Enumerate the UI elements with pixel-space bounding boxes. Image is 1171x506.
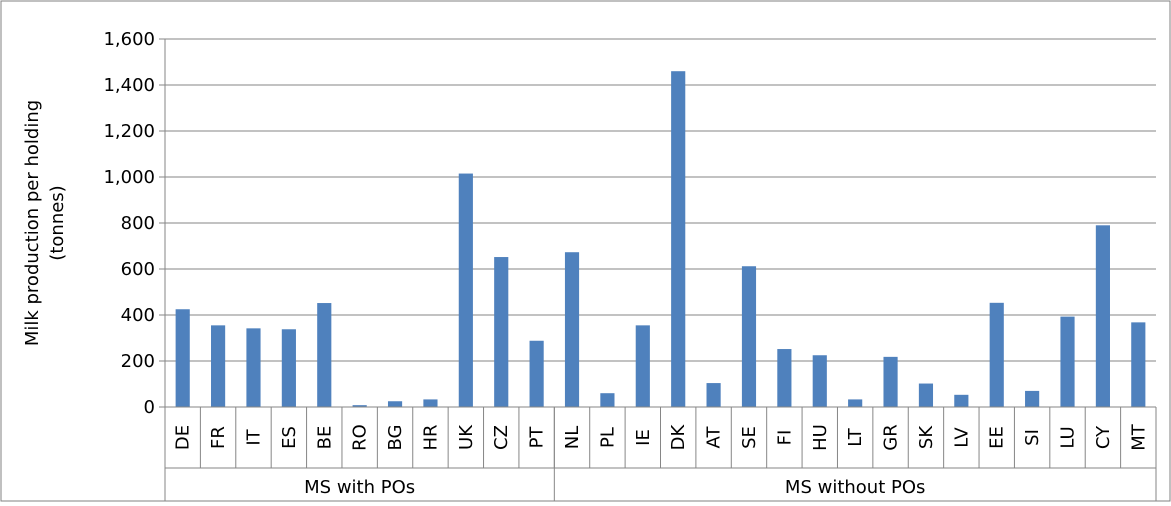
bar (246, 328, 261, 407)
bar (564, 252, 580, 407)
bar (1095, 225, 1110, 407)
x-tick-label: FR (208, 426, 229, 449)
bar (458, 173, 473, 407)
group-label: MS without POs (785, 477, 925, 498)
x-tick-label: UK (456, 424, 477, 450)
x-tick-label: AT (704, 426, 725, 449)
x-tick-label: IE (633, 429, 654, 446)
axes: 0 200 400 600 800 1,000 1,200 1,400 1,600 DE FR IT E… (103, 29, 1157, 501)
y-tick-label: 600 (121, 259, 155, 280)
x-tick-label: ES (279, 426, 300, 449)
x-tick-label: HR (420, 424, 441, 450)
x-tick-label: LV (951, 427, 972, 448)
bar (848, 399, 863, 407)
x-tick-label: MT (1128, 423, 1149, 451)
bar (352, 405, 367, 407)
y-tick-label: 200 (121, 351, 155, 372)
y-tick-label: 1,200 (103, 121, 155, 142)
bar (1025, 390, 1040, 407)
bar (989, 302, 1004, 407)
bar (954, 394, 969, 407)
x-tick-label: DE (173, 425, 194, 450)
x-tick-label: SE (739, 426, 760, 449)
y-tick-label: 1,600 (103, 29, 155, 50)
bar (883, 356, 898, 407)
y-tick-label: 400 (121, 305, 155, 326)
bar (317, 303, 332, 407)
bar (1131, 322, 1146, 407)
bar (671, 71, 686, 407)
bar (211, 325, 226, 407)
bar (529, 340, 544, 407)
bar (635, 325, 650, 407)
x-tick-label: SI (1022, 429, 1043, 446)
group-label: MS with POs (304, 477, 415, 498)
bar (1060, 316, 1075, 407)
y-tick-label: 800 (121, 213, 155, 234)
x-tick-label: NL (562, 426, 583, 450)
x-tick-label: FI (774, 430, 795, 446)
x-tick-label: GR (881, 424, 902, 450)
bar (706, 383, 721, 407)
x-tick-label: PL (597, 427, 618, 448)
bar (741, 266, 757, 407)
x-tick-label: BG (385, 425, 406, 451)
x-tick-label: RO (350, 424, 371, 451)
x-tick-label: CZ (491, 425, 512, 450)
bar (281, 329, 296, 407)
x-tick-label: EE (987, 426, 1008, 449)
bar (777, 349, 792, 407)
bar (918, 383, 934, 407)
x-tick-label: LT (845, 427, 866, 447)
bar (423, 399, 438, 407)
y-tick-label: 0 (144, 397, 155, 418)
bar (494, 257, 509, 407)
x-tick-label: SK (916, 425, 937, 449)
x-tick-label: IT (243, 428, 264, 445)
x-tick-label: BE (314, 426, 335, 450)
bar (600, 393, 615, 407)
bars (175, 71, 1146, 407)
bar (175, 309, 190, 407)
x-tick-label: DK (668, 423, 689, 450)
x-tick-label: HU (810, 424, 831, 451)
y-axis-label-line2: (tonnes) (47, 185, 68, 260)
y-tick-label: 1,000 (103, 167, 155, 188)
x-tick-label: PT (527, 426, 548, 449)
x-tick-label: LU (1058, 426, 1079, 448)
x-tick-label: CY (1093, 425, 1114, 449)
bar (812, 355, 827, 407)
y-tick-label: 1,400 (103, 75, 155, 96)
y-axis-label-line1: Milk production per holding (22, 100, 43, 346)
bar (387, 401, 403, 407)
